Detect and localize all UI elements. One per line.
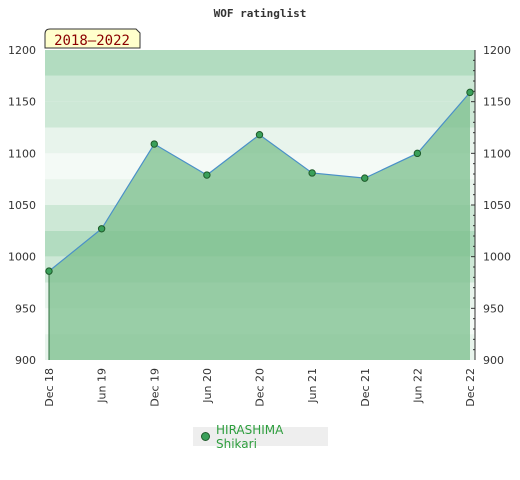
- y-tick-label-left: 900: [15, 354, 36, 367]
- y-tick-label-right: 900: [483, 354, 504, 367]
- x-tick-label: Dec 22: [464, 368, 477, 407]
- data-point: [361, 174, 369, 182]
- y-tick-label-right: 1150: [483, 96, 511, 109]
- markers: [45, 88, 474, 275]
- legend: HIRASHIMA Shikari: [193, 423, 328, 451]
- axes: 900 900 950 950 1000 1000 1050 1050 1100 1100 1150…: [8, 44, 511, 407]
- y-tick-label-right: 1200: [483, 44, 511, 57]
- y-tick-label-left: 1150: [8, 96, 36, 109]
- y-tick-label-left: 1050: [8, 199, 36, 212]
- x-tick-label: Jun 22: [411, 368, 424, 404]
- data-point: [203, 171, 211, 179]
- data-point: [97, 225, 106, 233]
- y-tick-label-left: 950: [15, 302, 36, 315]
- x-tick-label: Jun 21: [306, 368, 319, 404]
- y-tick-label-left: 1200: [8, 44, 36, 57]
- background-band: [45, 75, 475, 102]
- x-tick-label: Dec 20: [254, 368, 267, 407]
- y-tick-label-right: 1050: [483, 199, 511, 212]
- data-point: [150, 140, 158, 148]
- x-tick-label: Jun 19: [96, 368, 109, 404]
- badge-text: 2018–2022: [54, 33, 130, 49]
- y-tick-label-left: 1000: [8, 251, 36, 264]
- data-point: [308, 169, 316, 177]
- data-point: [255, 131, 264, 139]
- y-tick-label-right: 950: [483, 302, 504, 315]
- x-tick-label: Jun 20: [201, 368, 214, 404]
- period-badge: 2018–2022: [44, 28, 141, 49]
- x-tick-label: Dec 21: [359, 368, 372, 407]
- y-tick-label-left: 1100: [8, 147, 36, 160]
- legend-marker: [201, 432, 210, 441]
- data-point: [466, 88, 474, 97]
- legend-label: HIRASHIMA Shikari: [216, 422, 284, 451]
- background-band: [45, 50, 475, 76]
- data-point: [45, 267, 53, 275]
- chart-title: WOF ratinglist: [214, 7, 307, 20]
- y-tick-label-right: 1100: [483, 147, 511, 160]
- y-tick-label-right: 1000: [483, 251, 511, 264]
- x-tick-label: Dec 19: [148, 368, 161, 407]
- background-band: [45, 101, 475, 128]
- data-point: [413, 149, 422, 158]
- x-tick-label: Dec 18: [43, 368, 56, 407]
- series-area: [49, 92, 470, 360]
